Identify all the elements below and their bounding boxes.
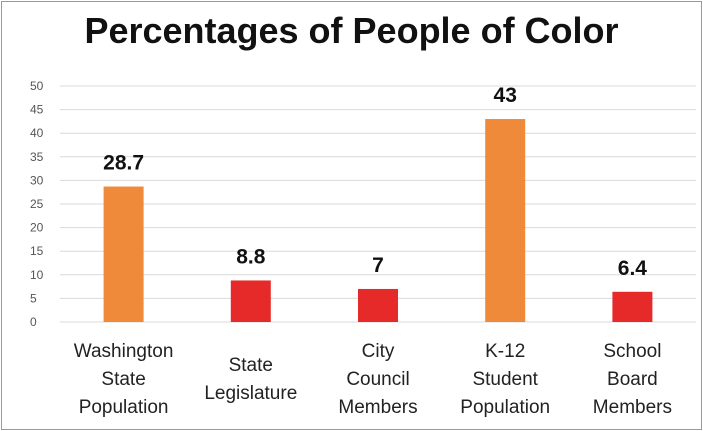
x-category-label-line: Legislature [204,383,297,404]
x-category-label-line: State [229,355,273,376]
x-category-label-line: Council [346,369,409,390]
y-tick-label: 20 [30,221,44,235]
x-category-label: State Legislature [204,355,297,404]
data-label: 28.7 [103,152,144,175]
x-category-label-line: Student [472,369,538,390]
x-category-label-line: Washington [74,341,174,362]
y-tick-label: 40 [30,126,44,140]
bar-1 [230,280,271,322]
y-tick-label: 25 [30,197,44,211]
bar-3 [485,119,526,322]
x-category-label-line: Population [79,397,169,418]
y-tick-label: 35 [30,150,44,164]
data-label: 43 [494,84,517,107]
x-category-label-line: Board [607,369,658,390]
y-tick-label: 45 [30,103,44,117]
x-category-label-line: Population [460,397,550,418]
x-category-label: K-12 Student Population [460,341,550,418]
chart-title: Percentages of People of Color [84,10,619,51]
y-tick-label: 50 [30,79,44,93]
x-category-label: School Board Members [593,341,672,418]
data-label: 6.4 [618,257,648,280]
bar-0 [103,186,144,322]
x-category-label-line: Members [593,397,672,418]
y-tick-label: 15 [30,244,44,258]
data-label: 7 [372,254,384,277]
x-category-label-line: State [101,369,145,390]
bar-2 [358,288,398,322]
x-category-label: City Council Members [338,341,417,418]
x-category-label-line: Members [338,397,417,418]
x-category-label-line: City [362,341,395,362]
y-tick-label: 0 [30,315,37,329]
y-tick-label: 30 [30,173,44,187]
data-label: 8.8 [236,245,266,268]
bar-4 [612,291,653,322]
y-tick-label: 5 [30,291,37,305]
y-tick-label: 10 [30,268,44,282]
x-category-label-line: School [603,341,661,362]
x-category-label-line: K-12 [485,341,525,362]
x-category-label: Washington State Population [74,341,174,418]
